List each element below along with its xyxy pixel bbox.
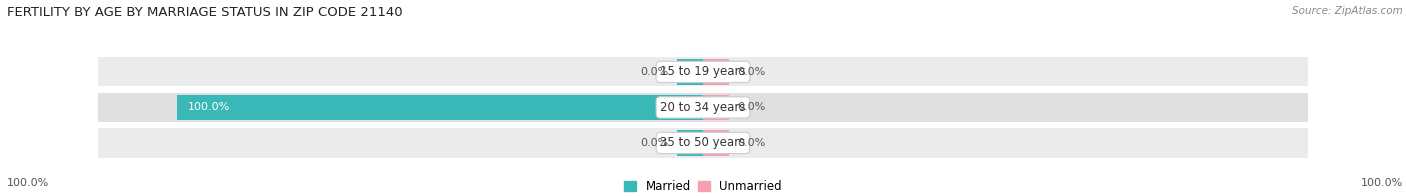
Bar bbox=[98, 93, 1308, 122]
Text: 0.0%: 0.0% bbox=[641, 67, 669, 77]
Text: 0.0%: 0.0% bbox=[737, 103, 765, 113]
Text: 0.0%: 0.0% bbox=[737, 138, 765, 148]
Bar bbox=[676, 130, 703, 156]
Bar bbox=[177, 95, 703, 120]
Bar bbox=[703, 130, 730, 156]
Text: 100.0%: 100.0% bbox=[1361, 178, 1403, 188]
Legend: Married, Unmarried: Married, Unmarried bbox=[620, 176, 786, 196]
Bar bbox=[98, 128, 1308, 158]
Text: 100.0%: 100.0% bbox=[188, 103, 231, 113]
Text: 15 to 19 years: 15 to 19 years bbox=[661, 65, 745, 78]
Text: 0.0%: 0.0% bbox=[737, 67, 765, 77]
Text: FERTILITY BY AGE BY MARRIAGE STATUS IN ZIP CODE 21140: FERTILITY BY AGE BY MARRIAGE STATUS IN Z… bbox=[7, 6, 402, 19]
Text: Source: ZipAtlas.com: Source: ZipAtlas.com bbox=[1292, 6, 1403, 16]
Bar bbox=[676, 59, 703, 85]
Bar bbox=[703, 59, 730, 85]
Bar bbox=[703, 95, 730, 120]
Text: 20 to 34 years: 20 to 34 years bbox=[661, 101, 745, 114]
Bar bbox=[98, 57, 1308, 86]
Text: 100.0%: 100.0% bbox=[7, 178, 49, 188]
Text: 0.0%: 0.0% bbox=[641, 138, 669, 148]
Text: 35 to 50 years: 35 to 50 years bbox=[661, 136, 745, 150]
